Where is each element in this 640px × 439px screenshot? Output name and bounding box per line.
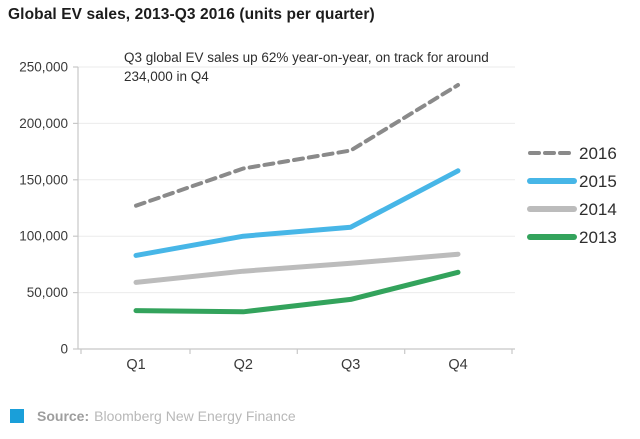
series-line-2015 — [133, 168, 461, 258]
y-axis-tick-label: 100,000 — [19, 229, 68, 244]
series-line-2013 — [133, 269, 461, 315]
x-axis-tick-label: Q3 — [341, 357, 360, 373]
series-line-2016 — [134, 83, 460, 208]
y-axis-tick-label: 250,000 — [19, 60, 68, 75]
legend-label-2014: 2014 — [579, 200, 617, 219]
legend-label-2016: 2016 — [579, 144, 617, 163]
y-axis-tick-label: 50,000 — [27, 285, 68, 300]
source-line: Source: Bloomberg New Energy Finance — [10, 408, 296, 424]
page-title: Global EV sales, 2013-Q3 2016 (units per… — [8, 6, 375, 23]
legend-label-2015: 2015 — [579, 172, 617, 191]
series-line-2014 — [133, 251, 461, 285]
legend-label-2013: 2013 — [579, 228, 617, 247]
x-axis-tick-label: Q1 — [126, 357, 145, 373]
source-name: Bloomberg New Energy Finance — [94, 408, 296, 424]
annotation-line-2: 234,000 in Q4 — [124, 68, 209, 84]
y-axis-tick-label: 150,000 — [19, 172, 68, 187]
annotation-line-1: Q3 global EV sales up 62% year-on-year, … — [124, 50, 489, 65]
source-label: Source: — [37, 408, 90, 424]
chart-annotation: Q3 global EV sales up 62% year-on-year, … — [124, 49, 544, 86]
x-axis-tick-label: Q2 — [234, 357, 253, 373]
source-marker-icon — [10, 409, 24, 423]
x-axis-tick-label: Q4 — [448, 357, 467, 373]
y-axis-tick-label: 0 — [60, 342, 68, 357]
y-axis-tick-label: 200,000 — [19, 116, 68, 131]
